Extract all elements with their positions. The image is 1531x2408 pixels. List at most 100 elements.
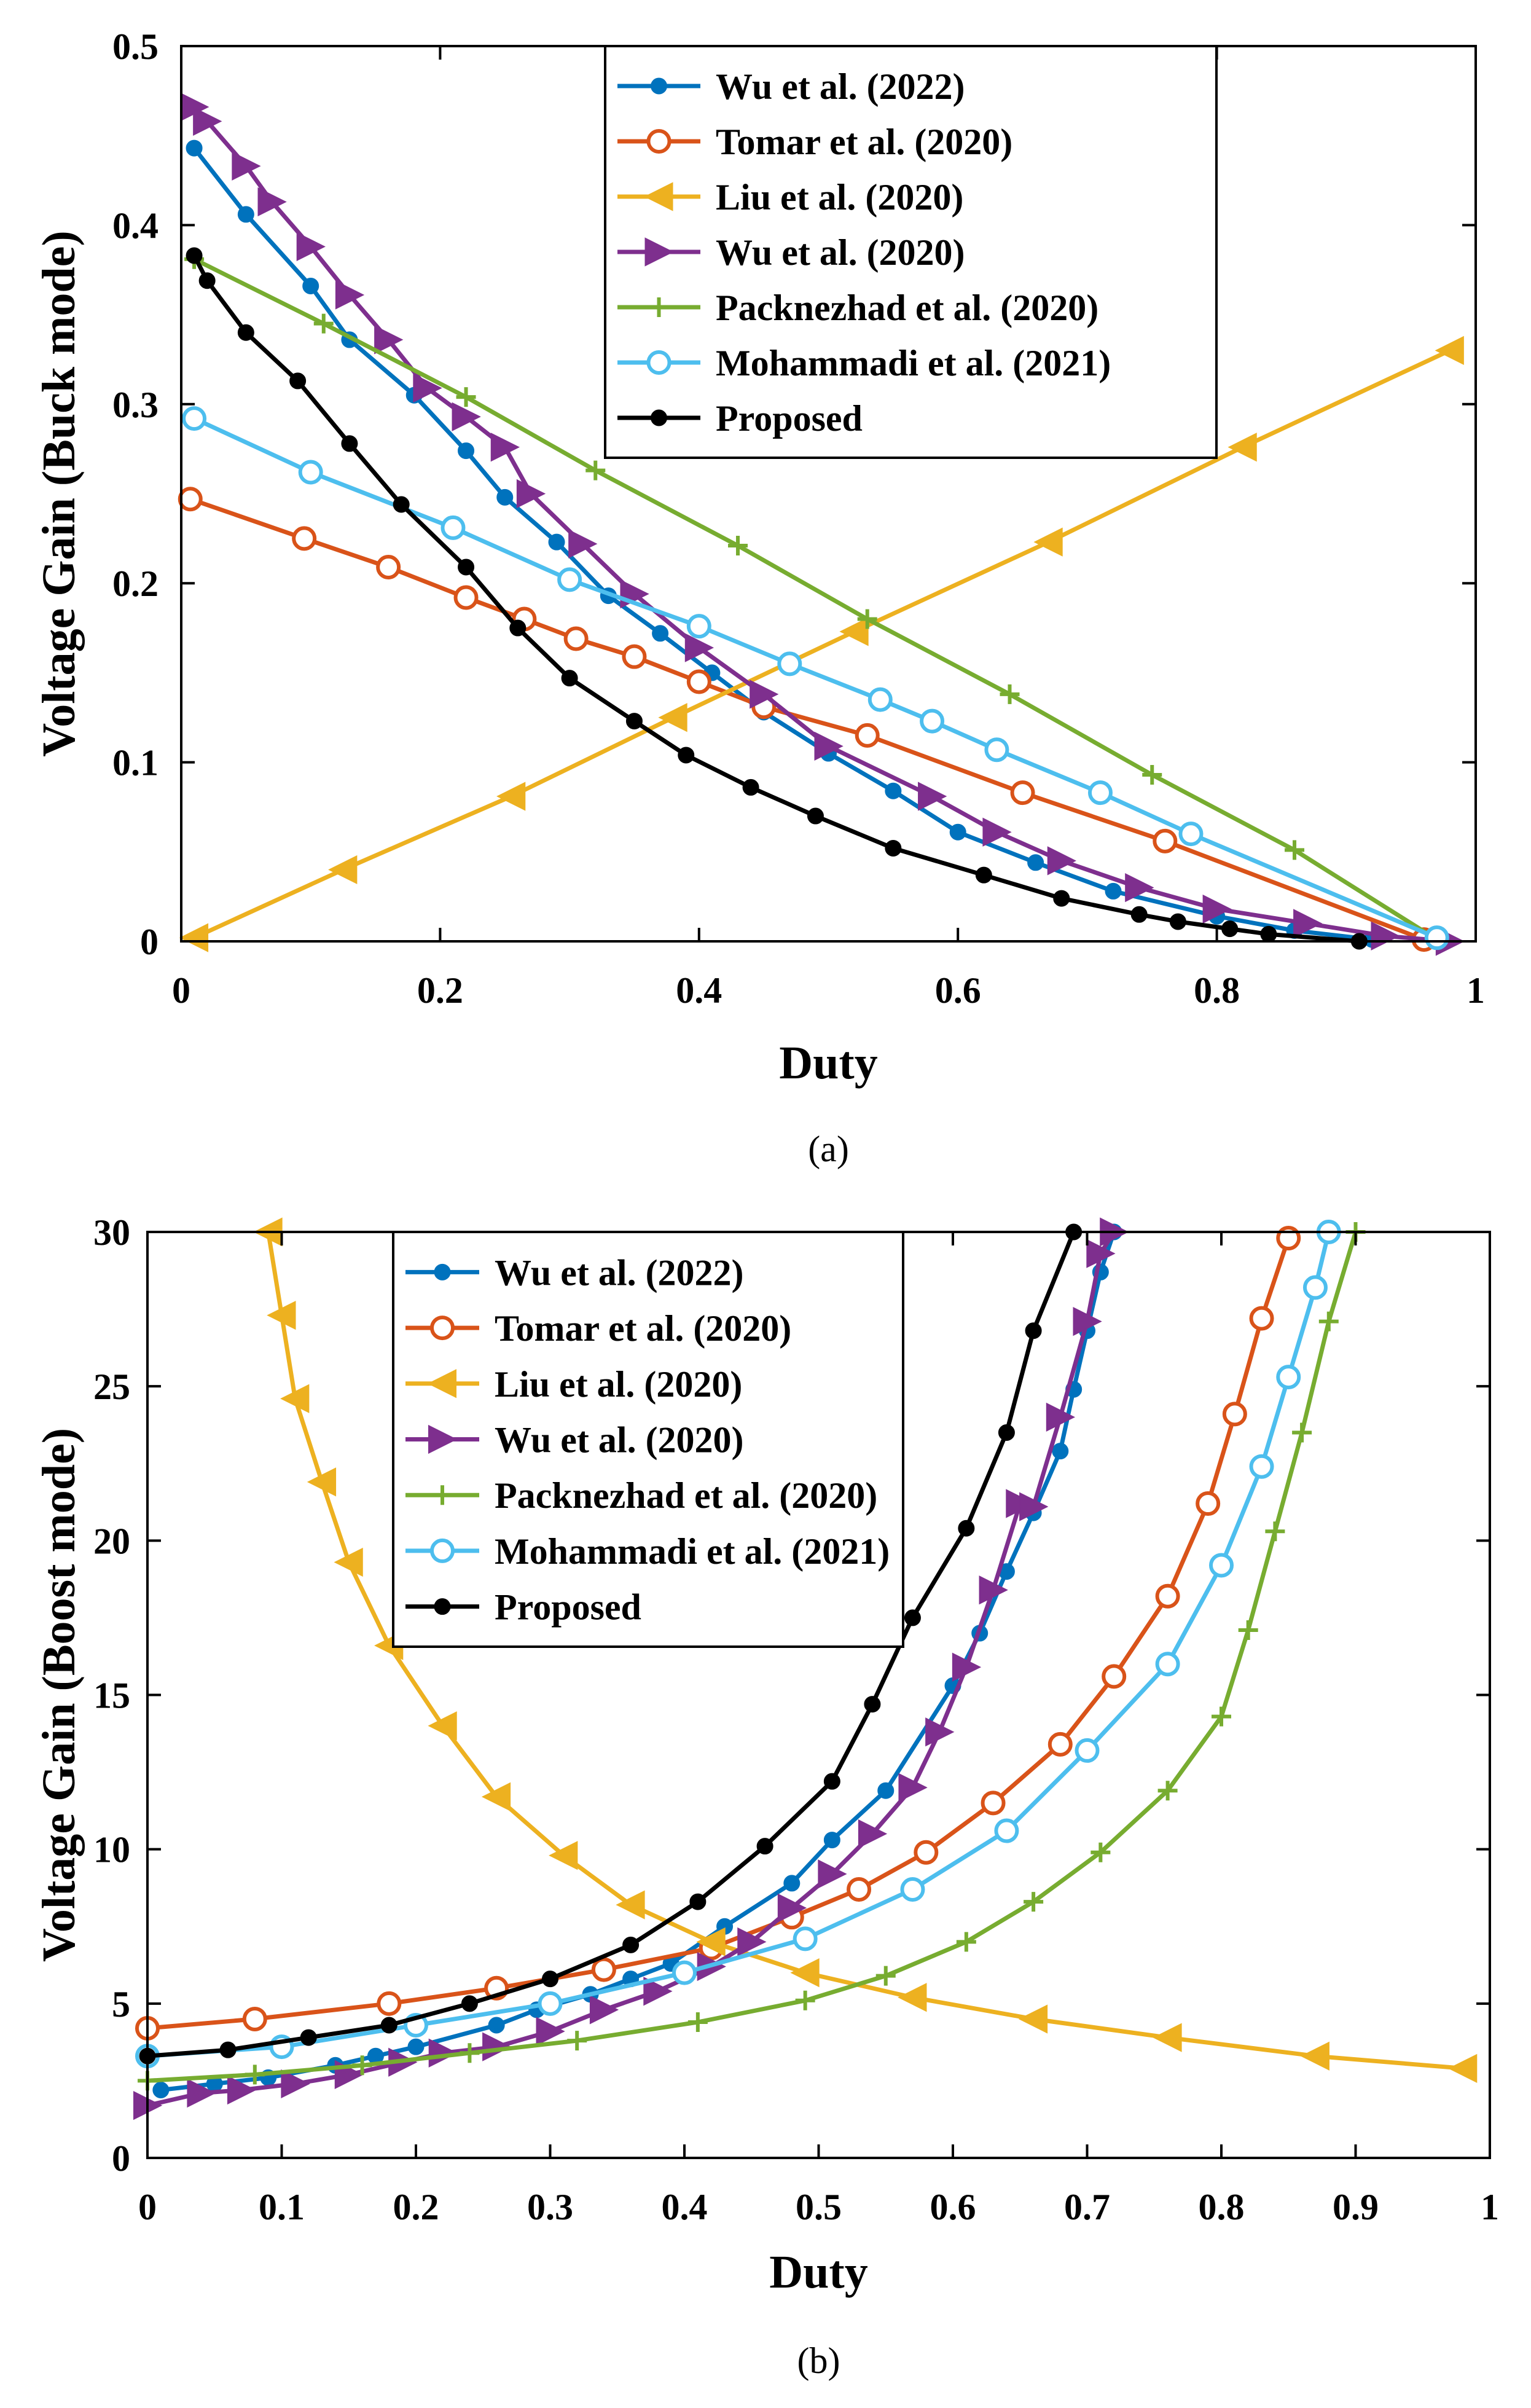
- legend-swatch-marker: [649, 297, 669, 317]
- x-tick-label: 0.1: [259, 2187, 305, 2227]
- legend-swatch-marker: [433, 1485, 452, 1505]
- data-point-wu-et-al-2020: [1073, 1307, 1102, 1336]
- data-point-packnezhad-et-al-2020: [875, 1966, 896, 1986]
- data-point-wu-et-al-2022: [237, 206, 254, 223]
- data-point-packnezhad-et-al-2020: [857, 609, 877, 629]
- data-point-wu-et-al-2020: [187, 2078, 216, 2108]
- data-point-wu-et-al-2020: [452, 402, 481, 431]
- data-point-proposed: [625, 713, 643, 730]
- y-tick-label: 0.2: [112, 563, 159, 604]
- data-point-mohammadi-et-al-2021: [441, 515, 466, 540]
- data-point-proposed: [885, 839, 902, 857]
- data-point-liu-et-al-2020: [328, 855, 358, 885]
- x-tick-label: 0.3: [527, 2187, 573, 2227]
- x-tick-label: 0.6: [935, 970, 981, 1011]
- legend-label: Packnezhad et al. (2020): [495, 1475, 877, 1516]
- y-tick-label: 0.1: [112, 743, 159, 783]
- y-tick-label: 5: [112, 1984, 130, 2025]
- legend-swatch-marker: [434, 1263, 451, 1280]
- data-point-liu-et-al-2020: [1018, 2004, 1048, 2034]
- data-point-wu-et-al-2020: [227, 2075, 257, 2105]
- data-point-proposed: [823, 1773, 840, 1790]
- data-point-wu-et-al-2020: [818, 1859, 847, 1889]
- data-point-tomar-et-al-2020: [563, 626, 589, 651]
- legend-entry-packnezhad-et-al-2020: Packnezhad et al. (2020): [617, 288, 1098, 328]
- data-point-wu-et-al-2020: [1047, 846, 1076, 876]
- y-tick-label: 0: [140, 922, 159, 962]
- data-point-wu-et-al-2020: [982, 817, 1012, 847]
- data-point-wu-et-al-2020: [1019, 1492, 1049, 1521]
- data-point-tomar-et-al-2020: [914, 1840, 939, 1865]
- legend-label: Wu et al. (2022): [495, 1252, 744, 1293]
- data-point-wu-et-al-2022: [496, 488, 514, 506]
- y-tick-label: 0: [112, 2138, 130, 2179]
- data-point-tomar-et-al-2020: [178, 487, 203, 512]
- data-point-liu-et-al-2020: [179, 923, 209, 952]
- data-point-proposed: [561, 670, 578, 687]
- data-point-mohammadi-et-al-2021: [182, 406, 207, 431]
- plot-series-b: [133, 1217, 1478, 2120]
- data-point-tomar-et-al-2020: [1196, 1491, 1221, 1516]
- data-point-wu-et-al-2020: [918, 782, 947, 811]
- data-point-wu-et-al-2022: [877, 1782, 895, 1799]
- legend-entry-mohammadi-et-al-2021: Mohammadi et al. (2021): [617, 343, 1111, 383]
- data-point-wu-et-al-2020: [925, 1717, 955, 1747]
- legend-label: Tomar et al. (2020): [495, 1308, 791, 1349]
- legend-label: Wu et al. (2020): [716, 232, 965, 273]
- legend-entry-liu-et-al-2020: Liu et al. (2020): [405, 1364, 742, 1405]
- data-point-liu-et-al-2020: [496, 782, 526, 811]
- data-point-mohammadi-et-al-2021: [1155, 1652, 1180, 1677]
- legend-label: Tomar et al. (2020): [716, 122, 1012, 162]
- series-wu-et-al-2020: [180, 92, 1465, 956]
- data-point-mohammadi-et-al-2021: [686, 614, 711, 639]
- data-point-proposed: [542, 1971, 558, 1988]
- series-line-packnezhad-et-al-2020: [147, 1231, 1358, 2083]
- legend-entry-tomar-et-al-2020: Tomar et al. (2020): [617, 122, 1012, 162]
- y-axis-title-b: Voltage Gain (Boost mode): [33, 1428, 85, 1962]
- data-point-wu-et-al-2020: [684, 633, 715, 662]
- data-point-proposed: [756, 1838, 773, 1855]
- data-point-wu-et-al-2020: [898, 1773, 928, 1802]
- data-point-packnezhad-et-al-2020: [728, 536, 748, 556]
- data-point-wu-et-al-2022: [302, 277, 319, 294]
- legend-b: Wu et al. (2022) Tomar et al. (2020) Liu e…: [392, 1231, 904, 1648]
- data-point-mohammadi-et-al-2021: [1075, 1738, 1100, 1763]
- series-line-liu-et-al-2020: [193, 348, 1451, 940]
- data-point-proposed: [678, 747, 695, 764]
- data-point-packnezhad-et-al-2020: [245, 2065, 265, 2085]
- legend-box: [604, 45, 1218, 459]
- data-point-packnezhad-et-al-2020: [795, 1990, 815, 2010]
- data-point-liu-et-al-2020: [549, 1841, 578, 1870]
- data-point-proposed: [380, 2017, 397, 2034]
- x-tick-label: 0.2: [393, 2187, 439, 2227]
- series-wu-et-al-2020: [133, 1217, 1129, 2120]
- data-point-wu-et-al-2020: [428, 2038, 458, 2068]
- data-point-wu-et-al-2020: [193, 106, 222, 136]
- data-point-proposed: [958, 1520, 975, 1537]
- data-point-mohammadi-et-al-2021: [557, 567, 582, 592]
- y-tick-label: 0.3: [112, 385, 159, 425]
- data-point-proposed: [289, 372, 307, 390]
- data-point-tomar-et-al-2020: [292, 526, 317, 551]
- data-point-liu-et-al-2020: [839, 617, 869, 646]
- data-point-proposed: [458, 559, 475, 576]
- data-point-packnezhad-et-al-2020: [1000, 684, 1020, 704]
- legend-label: Proposed: [495, 1587, 641, 1628]
- data-point-tomar-et-al-2020: [242, 2006, 267, 2031]
- data-point-liu-et-al-2020: [267, 1301, 296, 1330]
- data-point-wu-et-al-2020: [536, 2017, 565, 2046]
- legend-label: Mohammadi et al. (2021): [716, 343, 1111, 383]
- data-point-wu-et-al-2022: [652, 625, 669, 642]
- data-point-wu-et-al-2020: [257, 187, 287, 217]
- data-point-tomar-et-al-2020: [855, 723, 880, 748]
- x-tick-label: 0.6: [930, 2187, 976, 2227]
- y-tick-label: 0.4: [112, 205, 159, 246]
- panel-caption-b: (b): [797, 2340, 840, 2381]
- data-point-proposed: [864, 1696, 881, 1713]
- series-tomar-et-al-2020: [135, 1226, 1301, 2041]
- data-point-proposed: [237, 324, 254, 341]
- data-point-proposed: [300, 2029, 317, 2046]
- data-point-packnezhad-et-al-2020: [567, 2031, 587, 2051]
- chart-panel-b: 0 0.1 0.2 0.3 0.4 0.5 0.6 0.7 0.8 0.9 105101520253…: [33, 1212, 1499, 2381]
- legend-swatch-marker: [644, 182, 673, 211]
